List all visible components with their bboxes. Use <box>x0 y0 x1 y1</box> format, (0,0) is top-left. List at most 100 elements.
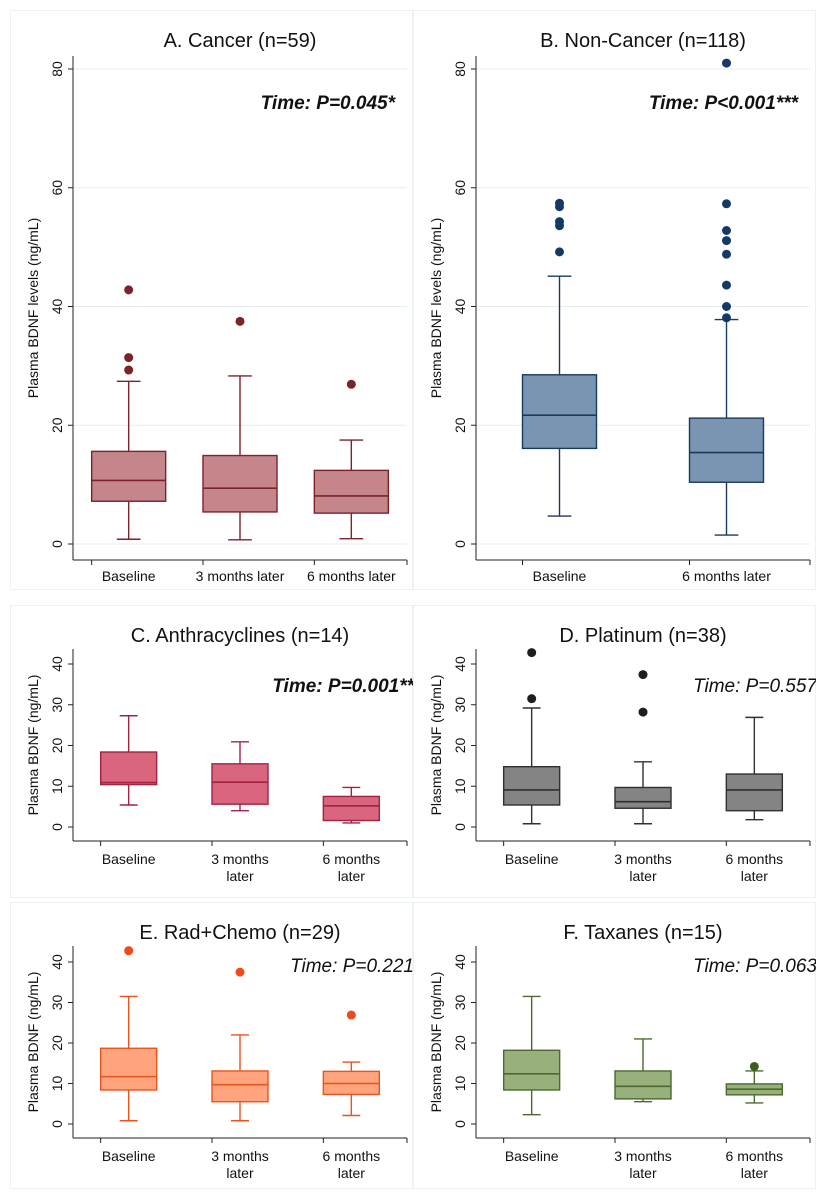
panel-d-x-tick-label: later <box>629 868 657 884</box>
panel-b-y-tick-label: 20 <box>452 417 468 433</box>
panel-b-title: B. Non-Cancer (n=118) <box>540 30 746 52</box>
panel-c-y-tick-label: 10 <box>49 778 65 794</box>
panel-c-x-tick-label: Baseline <box>102 851 156 867</box>
panel-d-y-tick-label: 10 <box>452 778 468 794</box>
panel-c-y-tick-label: 20 <box>49 738 65 754</box>
panel-a-outlier <box>124 285 134 295</box>
panel-b-outlier <box>555 198 564 208</box>
panel-c-y-tick-label: 0 <box>49 823 65 831</box>
panel-b-non-cancer: B. Non-Cancer (n=118) 0 20 40 60 80 Plasma BDN… <box>413 10 816 590</box>
panel-f-y-axis-label: Plasma BDNF (ng/mL) <box>428 972 444 1113</box>
panel-b-outlier <box>722 226 731 235</box>
panel-d-box <box>725 773 784 812</box>
panel-b-y-tick-label: 0 <box>452 540 468 548</box>
panel-c-x-tick-label: 3 months <box>211 851 269 867</box>
panel-f-x-tick-label: 6 months <box>726 1148 784 1164</box>
panel-e-outlier <box>235 967 245 977</box>
panel-d-y-tick-label: 30 <box>452 697 468 713</box>
panel-f-y-tick-label: 30 <box>452 995 468 1011</box>
panel-e-y-tick-label: 40 <box>49 954 65 970</box>
panel-c-title: C. Anthracyclines (n=14) <box>131 625 349 647</box>
panel-b-box <box>521 374 598 450</box>
panel-f-outlier <box>749 1061 759 1071</box>
panel-b-outlier <box>722 302 731 311</box>
panel-e-outlier <box>346 1010 356 1020</box>
panel-c-anthracyclines: C. Anthracyclines (n=14) 0 10 20 30 40 Plasma … <box>10 605 413 898</box>
panel-a-box <box>202 454 278 513</box>
panel-f-box <box>502 1049 561 1091</box>
panel-c-frame <box>10 605 413 898</box>
panel-f-box <box>614 1070 672 1100</box>
panel-b-y-tick-label: 60 <box>452 180 468 196</box>
panel-d-box <box>614 786 672 809</box>
panel-d-outlier <box>527 648 537 658</box>
panel-f-y-tick-label: 20 <box>452 1035 468 1051</box>
panel-b-outlier <box>722 313 731 323</box>
panel-b-frame <box>413 10 816 590</box>
panel-d-frame <box>413 605 816 898</box>
panel-a-cancer: A. Cancer (n=59) 0 20 40 60 80 Plasma BDNF lev… <box>10 10 413 590</box>
panel-d-y-axis-label: Plasma BDNF (ng/mL) <box>428 675 444 816</box>
panel-d-box <box>502 765 561 806</box>
panel-e-significance-annotation: Time: P=0.221 <box>290 956 413 977</box>
panel-b-outlier <box>722 58 731 68</box>
panel-d-x-tick-label: 3 months <box>614 851 672 867</box>
panel-e-x-tick-label: Baseline <box>102 1148 156 1164</box>
panel-e-frame <box>10 902 413 1189</box>
panel-e-title: E. Rad+Chemo (n=29) <box>139 922 340 944</box>
panel-b-significance-annotation: Time: P<0.001*** <box>649 93 800 114</box>
panel-a-y-tick-label: 80 <box>49 61 65 77</box>
panel-d-x-tick-label: later <box>741 868 769 884</box>
panel-b-y-axis-label: Plasma BDNF levels (ng/mL) <box>428 218 444 399</box>
panel-b-outlier <box>555 217 564 227</box>
panel-c-x-tick-label: 6 months <box>323 851 381 867</box>
panel-c-significance-annotation: Time: P=0.001** <box>272 676 413 697</box>
panel-d-outlier <box>527 694 537 704</box>
panel-d-outlier <box>638 670 648 680</box>
panel-c-box <box>99 751 158 786</box>
panel-f-y-tick-label: 0 <box>452 1120 468 1128</box>
panel-a-x-tick-label: 3 months later <box>196 568 285 584</box>
panel-b-y-tick-label: 80 <box>452 61 468 77</box>
panel-a-outlier <box>235 316 245 326</box>
panel-b-x-tick-label: 6 months later <box>682 568 771 584</box>
panel-d-significance-annotation: Time: P=0.557 <box>693 676 816 697</box>
panel-c-x-tick-label: later <box>338 868 366 884</box>
panel-a-outlier <box>124 353 134 363</box>
panel-d-y-tick-label: 40 <box>452 656 468 672</box>
panel-f-taxanes: F. Taxanes (n=15) 0 10 20 30 40 Plasma BDNF (n… <box>413 902 816 1189</box>
panel-b-outlier <box>722 236 731 246</box>
panel-f-significance-annotation: Time: P=0.063 <box>693 956 816 977</box>
panel-b-box <box>688 417 765 483</box>
panel-e-y-tick-label: 30 <box>49 995 65 1011</box>
panel-c-box <box>322 795 381 822</box>
panel-e-rad-chemo: E. Rad+Chemo (n=29) 0 10 20 30 40 Plasma BDNF … <box>10 902 413 1189</box>
panel-a-y-tick-label: 40 <box>49 299 65 315</box>
panel-b-outlier <box>555 247 564 257</box>
panel-a-y-axis-label: Plasma BDNF levels (ng/mL) <box>25 218 41 399</box>
panel-b-x-tick-label: Baseline <box>533 568 587 584</box>
panel-f-x-tick-label: later <box>629 1165 657 1181</box>
panel-e-x-tick-label: later <box>226 1165 254 1181</box>
panel-d-platinum: D. Platinum (n=38) 0 10 20 30 40 Plasma BDNF (… <box>413 605 816 898</box>
panel-f-x-tick-label: 3 months <box>614 1148 672 1164</box>
panel-a-title: A. Cancer (n=59) <box>164 30 317 52</box>
panel-d-y-tick-label: 0 <box>452 823 468 831</box>
panel-c-box <box>211 763 269 805</box>
panel-d-y-tick-label: 20 <box>452 738 468 754</box>
panel-f-frame <box>413 902 816 1189</box>
panel-a-y-tick-label: 60 <box>49 180 65 196</box>
panel-c-y-tick-label: 30 <box>49 697 65 713</box>
panel-d-title: D. Platinum (n=38) <box>559 625 726 647</box>
panel-d-x-tick-label: 6 months <box>726 851 784 867</box>
panel-e-box <box>211 1070 269 1103</box>
panel-d-x-tick-label: Baseline <box>505 851 559 867</box>
panel-a-x-tick-label: Baseline <box>102 568 156 584</box>
panel-a-outlier <box>346 379 356 389</box>
panel-e-y-tick-label: 10 <box>49 1076 65 1092</box>
panel-a-box <box>90 450 167 502</box>
panel-a-y-tick-label: 20 <box>49 417 65 433</box>
panel-e-x-tick-label: 3 months <box>211 1148 269 1164</box>
panel-f-x-tick-label: later <box>741 1165 769 1181</box>
panel-e-y-tick-label: 20 <box>49 1035 65 1051</box>
